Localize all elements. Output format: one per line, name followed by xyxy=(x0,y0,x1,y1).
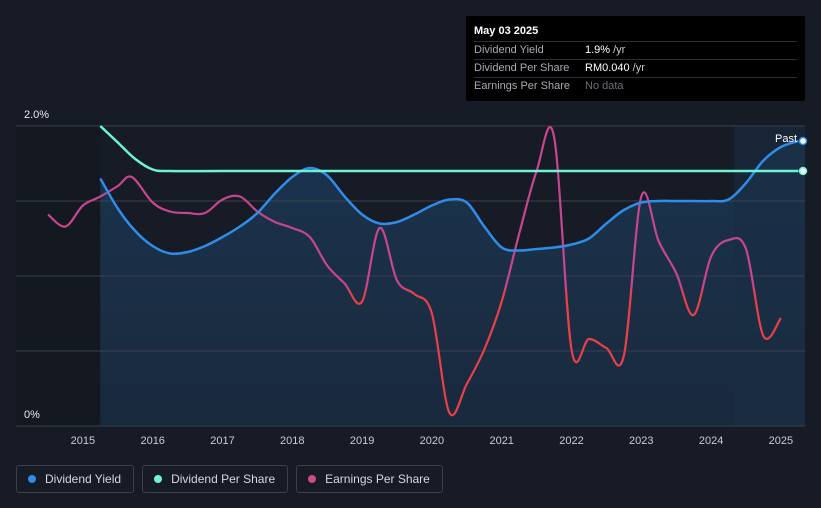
legend-label: Dividend Per Share xyxy=(171,472,276,486)
tooltip-date: May 03 2025 xyxy=(474,25,539,37)
dividend-yield-end-marker xyxy=(798,136,808,146)
dividend-yield-line xyxy=(99,139,799,256)
x-tick-2019: 2019 xyxy=(350,435,374,447)
dividend-per-share-end-marker xyxy=(798,166,808,176)
tooltip-value: RM0.040 xyxy=(585,62,630,74)
tooltip-unit: /yr xyxy=(613,44,626,56)
dividend-per-share-line xyxy=(99,125,799,173)
past-label: Past xyxy=(775,133,797,145)
x-tick-2023: 2023 xyxy=(629,435,653,447)
x-tick-2015: 2015 xyxy=(71,435,95,447)
y-axis-label-bottom: 0% xyxy=(24,409,40,421)
legend-label: Dividend Yield xyxy=(45,472,122,486)
legend-item-dividend-yield[interactable]: Dividend Yield xyxy=(16,465,135,493)
tooltip-row-earnings-per-share: Earnings Per Share No data xyxy=(474,77,797,95)
tooltip-label: Dividend Yield xyxy=(474,44,544,56)
legend-item-earnings-per-share[interactable]: Earnings Per Share xyxy=(296,465,443,493)
x-tick-2024: 2024 xyxy=(699,435,723,447)
chart-svg: 2.0% 0% 2015 2016 2017 2018 2019 2020 2021 2022 20… xyxy=(16,109,808,447)
legend-dot-icon xyxy=(28,475,36,483)
legend-dot-icon xyxy=(154,475,163,483)
dividend-yield-area xyxy=(100,141,806,426)
x-tick-2025: 2025 xyxy=(769,435,793,447)
tooltip-label: Earnings Per Share xyxy=(474,80,570,92)
x-tick-2022: 2022 xyxy=(559,435,583,447)
tooltip-row-dividend-per-share: Dividend Per Share RM0.040 /yr xyxy=(474,59,797,77)
x-tick-2016: 2016 xyxy=(140,435,164,447)
legend-dot-icon xyxy=(308,475,317,483)
x-tick-2018: 2018 xyxy=(280,435,304,447)
legend-item-dividend-per-share[interactable]: Dividend Per Share xyxy=(142,465,289,493)
x-tick-2017: 2017 xyxy=(210,435,234,447)
tooltip-row-dividend-yield: Dividend Yield 1.9% /yr xyxy=(474,41,797,59)
tooltip: May 03 2025 Dividend Yield 1.9% /yr Divi… xyxy=(466,16,805,101)
legend: Dividend Yield Dividend Per Share Earnin… xyxy=(16,465,443,493)
tooltip-label: Dividend Per Share xyxy=(474,62,570,74)
y-axis-label-top: 2.0% xyxy=(24,109,49,121)
earnings-per-share-line xyxy=(47,126,782,417)
tooltip-unit: /yr xyxy=(632,62,645,74)
legend-label: Earnings Per Share xyxy=(325,472,430,486)
tooltip-value: No data xyxy=(585,80,624,92)
tooltip-value: 1.9% xyxy=(585,44,611,56)
x-tick-2020: 2020 xyxy=(420,435,444,447)
x-tick-2021: 2021 xyxy=(489,435,513,447)
